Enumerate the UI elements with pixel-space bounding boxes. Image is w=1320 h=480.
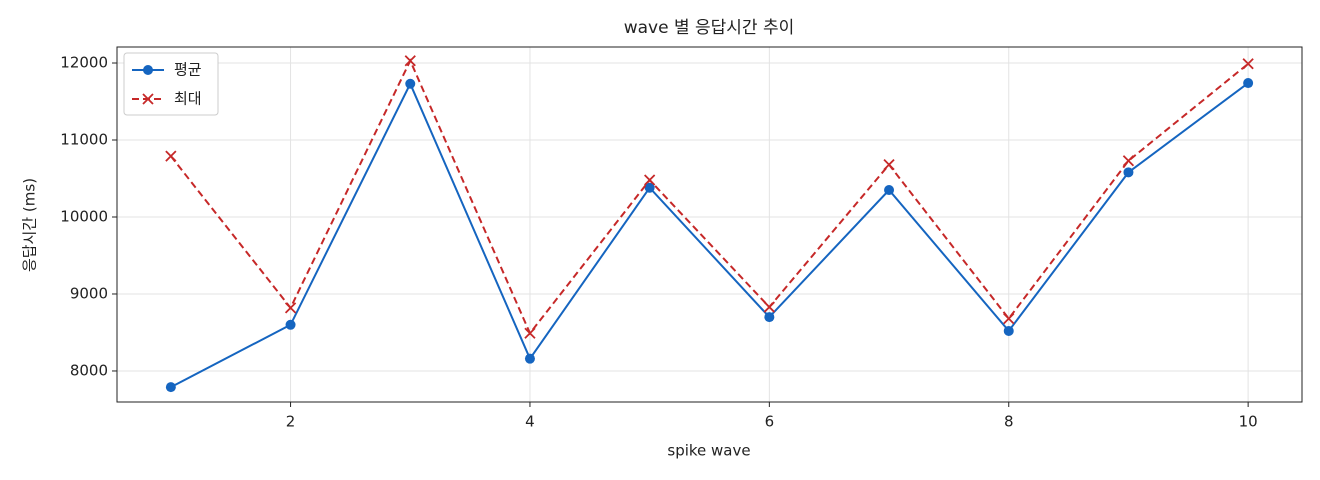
series-line — [170, 58, 1249, 336]
y-tick-label: 8000 — [70, 361, 108, 379]
x-tick-label: 4 — [525, 413, 535, 431]
data-point — [285, 319, 296, 330]
chart-title: wave 별 응답시간 추이 — [624, 18, 795, 38]
data-point — [404, 55, 416, 67]
x-tick-label: 10 — [1239, 413, 1258, 431]
legend-marker — [143, 65, 153, 75]
data-point — [1003, 325, 1014, 336]
data-point — [1123, 167, 1134, 178]
x-tick-label: 8 — [1004, 413, 1014, 431]
y-axis-label: 응답시간 (ms) — [21, 178, 39, 272]
data-point — [524, 327, 536, 339]
x-tick-label: 6 — [765, 413, 775, 431]
data-point — [763, 301, 775, 313]
y-tick-label: 11000 — [60, 131, 108, 149]
data-point — [165, 150, 177, 162]
data-point — [1003, 312, 1015, 325]
data-point — [165, 382, 176, 393]
y-tick-label: 12000 — [60, 54, 108, 72]
data-point — [883, 159, 895, 171]
data-point — [644, 182, 655, 193]
x-tick-label: 2 — [286, 413, 296, 431]
series-line — [170, 81, 1249, 389]
y-tick-label: 9000 — [70, 284, 108, 302]
data-point — [764, 312, 775, 323]
data-point — [284, 302, 297, 314]
data-point — [524, 353, 535, 364]
legend-box — [123, 52, 219, 116]
data-point — [1122, 155, 1135, 167]
data-point — [644, 174, 656, 186]
x-axis-label: spike wave — [667, 442, 750, 460]
data-point — [884, 185, 895, 196]
legend-marker — [142, 93, 154, 105]
data-point — [405, 78, 416, 89]
data-point — [1243, 78, 1254, 89]
y-tick-label: 10000 — [60, 207, 108, 225]
legend-label: 최대 — [174, 90, 202, 108]
data-point — [1242, 58, 1254, 70]
plot-frame — [116, 46, 1303, 403]
legend-label: 평균 — [174, 61, 202, 79]
